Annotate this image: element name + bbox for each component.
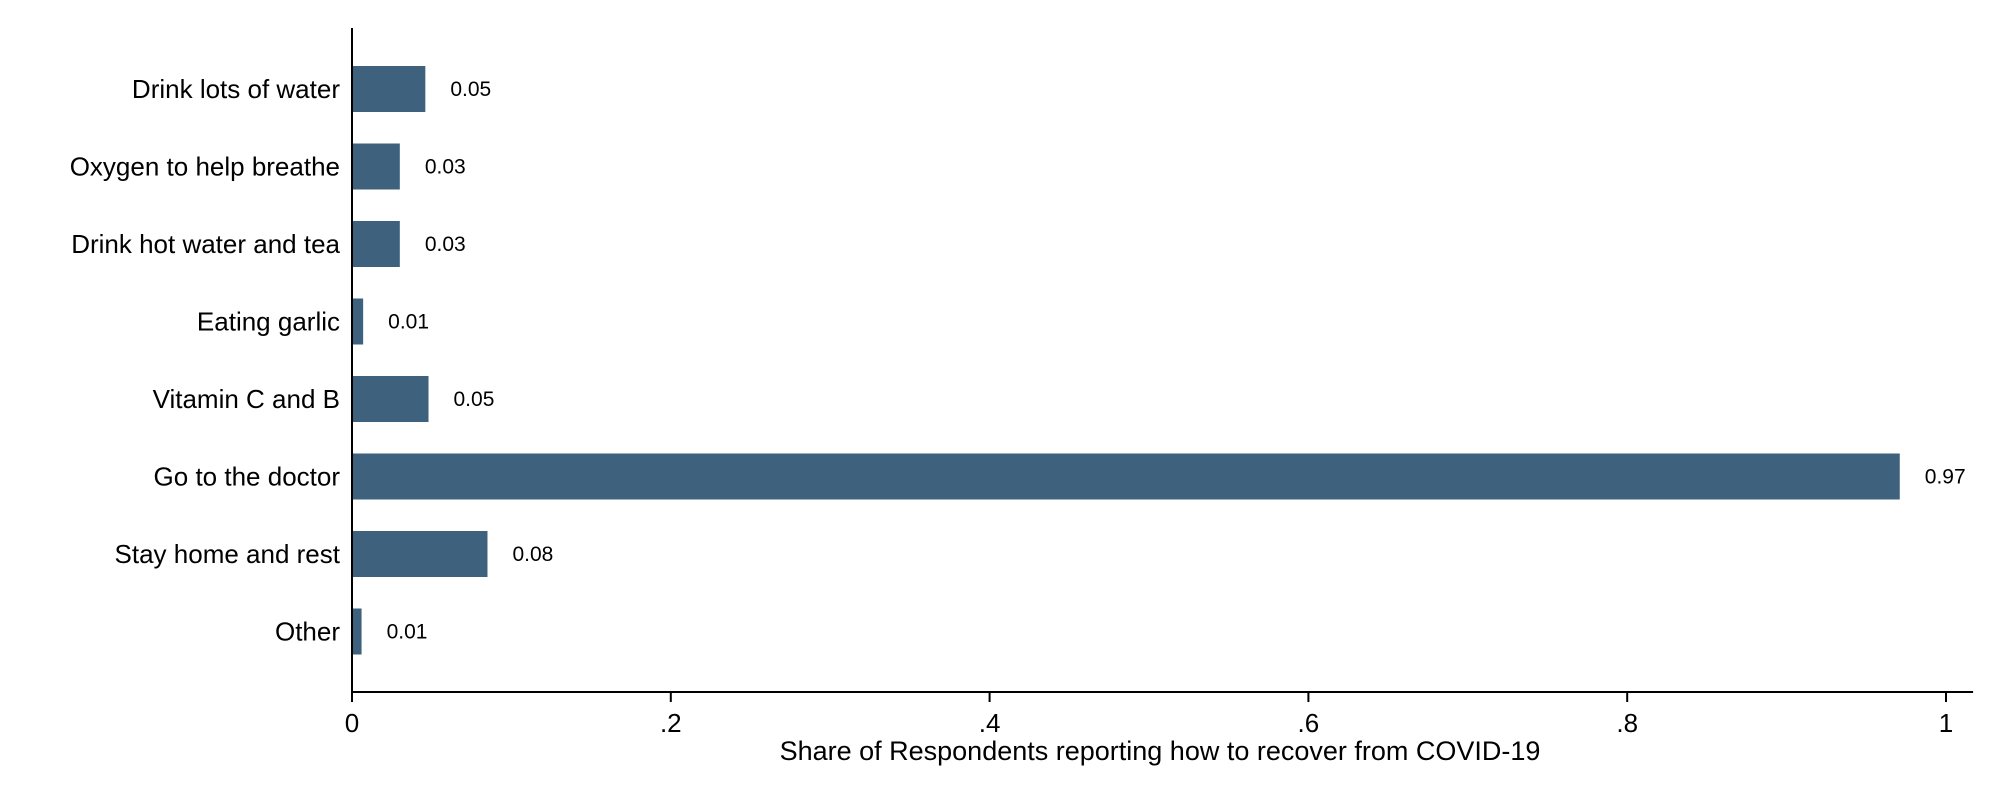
category-label: Vitamin C and B: [153, 384, 340, 414]
category-label: Eating garlic: [197, 307, 340, 337]
bar: [352, 608, 362, 655]
bar: [352, 298, 364, 345]
bar: [352, 531, 488, 577]
category-label: Go to the doctor: [154, 462, 341, 492]
category-labels: Drink lots of water Oxygen to help breath…: [70, 74, 341, 647]
bar: [352, 453, 1900, 500]
value-label: 0.01: [387, 621, 428, 644]
category-label: Stay home and rest: [115, 539, 341, 569]
bar: [352, 376, 429, 422]
category-label: Drink hot water and tea: [71, 229, 340, 259]
value-label: 0.01: [388, 311, 429, 334]
x-tick-label: .8: [1616, 708, 1638, 738]
bar: [352, 66, 426, 112]
x-tick-label: 1: [1939, 708, 1953, 738]
x-tick-label: .6: [1298, 708, 1320, 738]
value-label: 0.05: [450, 78, 491, 101]
category-label: Drink lots of water: [132, 74, 340, 104]
x-axis-ticks: 0 .2 .4 .6 .8 1: [345, 692, 1953, 738]
category-label: Other: [275, 617, 340, 647]
value-labels: 0.05 0.03 0.03 0.01 0.05 0.97 0.08 0.01: [387, 78, 1966, 644]
category-label: Oxygen to help breathe: [70, 152, 340, 182]
x-tick-label: 0: [345, 708, 359, 738]
value-label: 0.03: [425, 233, 466, 256]
value-label: 0.97: [1925, 466, 1966, 489]
value-label: 0.08: [512, 543, 553, 566]
value-label: 0.05: [454, 388, 495, 411]
x-tick-label: .4: [979, 708, 1001, 738]
x-axis-title: Share of Respondents reporting how to re…: [780, 736, 1541, 766]
value-label: 0.03: [425, 156, 466, 179]
bar: [352, 143, 400, 190]
bar: [352, 221, 400, 267]
x-tick-label: .2: [660, 708, 682, 738]
bars-group: [352, 66, 1900, 655]
